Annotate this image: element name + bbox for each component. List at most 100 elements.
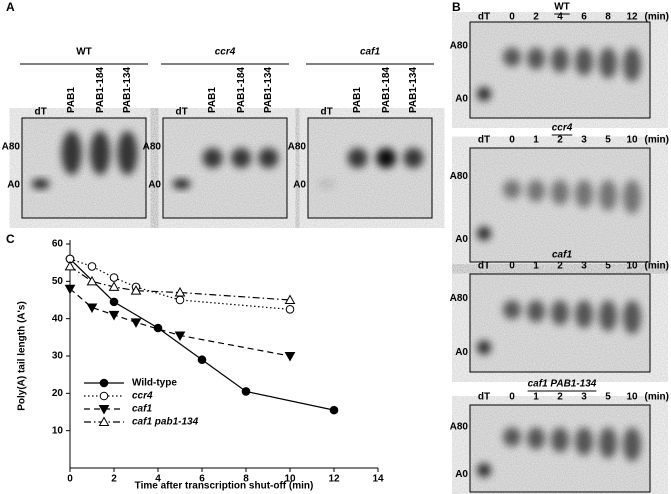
gel-noise: [163, 118, 287, 218]
lane-label: PAB1-184: [381, 67, 392, 113]
series-line: [69, 258, 291, 310]
band: [623, 300, 641, 335]
band: [31, 179, 50, 189]
lane-label: 2: [533, 12, 539, 23]
lane-label: 6: [581, 12, 587, 23]
band: [623, 427, 641, 462]
point: [64, 284, 76, 295]
lane-label: 0: [509, 12, 515, 23]
lane-label: 0: [509, 392, 515, 403]
lane-label: 1: [533, 135, 539, 146]
band: [258, 148, 279, 168]
band: [503, 300, 521, 320]
time-unit: (min): [645, 135, 669, 146]
lane-label: PAB1: [352, 87, 363, 113]
band: [599, 427, 617, 459]
time-unit: (min): [645, 12, 669, 23]
size-marker: A0: [455, 93, 468, 104]
gel-title: WT: [554, 2, 570, 13]
lane-label: dT: [320, 107, 332, 118]
band: [477, 226, 491, 241]
point: [87, 262, 97, 271]
point: [197, 355, 207, 365]
band: [172, 179, 191, 189]
lane-label: 2: [557, 261, 563, 272]
lane-label: 0: [509, 261, 515, 272]
band: [527, 179, 545, 202]
panel-label: A: [6, 0, 15, 14]
size-marker: A80: [450, 293, 469, 304]
lane-label: dT: [478, 261, 490, 272]
gel-title: caf1: [552, 250, 572, 261]
lane-label: 3: [581, 392, 587, 403]
lane-label: dT: [34, 107, 46, 118]
lane-label: 10: [626, 261, 638, 272]
legend-marker: [98, 416, 110, 426]
y-tick-label: 10: [52, 425, 64, 436]
point: [174, 287, 186, 297]
y-tick-label: 60: [52, 239, 64, 250]
lane-label: 8: [605, 12, 611, 23]
gel-title: caf1 PAB1-134: [528, 379, 597, 390]
y-tick-label: 20: [52, 388, 64, 399]
point: [130, 318, 142, 328]
gel-noise: [308, 118, 432, 218]
size-marker: A80: [450, 171, 469, 182]
lane-label: 5: [605, 392, 611, 403]
lane-label: PAB1-134: [122, 67, 133, 113]
size-marker: A80: [2, 142, 21, 153]
point: [109, 273, 119, 282]
lane-label: 12: [626, 12, 638, 23]
band: [551, 179, 569, 205]
lane-label: 10: [626, 392, 638, 403]
point: [86, 303, 98, 313]
series-line: [69, 265, 291, 301]
lane-label: 10: [626, 135, 638, 146]
lane-label: 1: [533, 261, 539, 272]
lane-label: 1: [533, 392, 539, 403]
band: [575, 300, 593, 329]
band: [503, 47, 521, 67]
band: [503, 179, 521, 199]
size-marker: A80: [288, 142, 307, 153]
point: [86, 275, 98, 286]
x-tick-label: 4: [155, 474, 161, 485]
y-axis-label: Poly(A) tail length (A's): [17, 301, 28, 411]
x-axis-label: Time after transcription shut-off (min): [135, 481, 314, 492]
band: [477, 87, 491, 101]
legend-label: Wild-type: [132, 378, 177, 389]
legend-marker: [99, 378, 109, 388]
point: [108, 310, 120, 321]
panel-label: C: [6, 232, 15, 246]
y-tick-label: 30: [52, 351, 64, 362]
size-marker: A0: [148, 180, 161, 191]
band: [61, 131, 82, 175]
band: [527, 427, 545, 450]
x-tick-label: 0: [67, 474, 73, 485]
lane-label: PAB1: [66, 87, 77, 113]
band: [117, 131, 138, 175]
band: [599, 47, 617, 79]
band: [551, 47, 569, 73]
band: [527, 47, 545, 70]
lane-label: 2: [557, 392, 563, 403]
x-tick-label: 14: [372, 474, 384, 485]
point: [284, 294, 296, 304]
legend-label: caf1 pab1-134: [132, 417, 199, 428]
lane-label: dT: [478, 135, 490, 146]
x-tick-label: 10: [284, 474, 296, 485]
band: [575, 47, 593, 76]
legend-marker: [99, 391, 109, 401]
band: [477, 463, 491, 478]
x-tick-label: 8: [243, 474, 249, 485]
lane-label: PAB1-184: [95, 67, 106, 113]
group-title: WT: [76, 47, 92, 58]
group-title: caf1: [360, 47, 380, 58]
lane-label: PAB1-184: [236, 67, 247, 113]
size-marker: A0: [455, 469, 468, 480]
x-tick-label: 6: [199, 474, 205, 485]
point: [284, 352, 296, 362]
x-tick-label: 12: [328, 474, 340, 485]
lane-label: PAB1-134: [408, 67, 419, 113]
